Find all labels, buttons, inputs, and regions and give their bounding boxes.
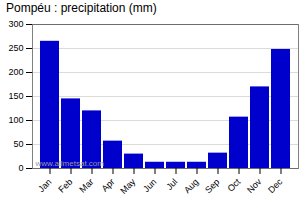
svg-text:www.allmetsat.com: www.allmetsat.com <box>35 159 105 168</box>
svg-text:Dec: Dec <box>266 176 285 195</box>
html-text:Pompéu : precipitation (mm): Pompéu : precipitation (mm) <box>6 1 157 15</box>
svg-text:Mar: Mar <box>77 177 95 195</box>
svg-text:100: 100 <box>8 115 23 125</box>
svg-text:200: 200 <box>8 67 23 77</box>
svg-text:Sep: Sep <box>203 177 221 195</box>
svg-text:150: 150 <box>8 91 23 101</box>
svg-text:Jul: Jul <box>164 177 179 192</box>
svg-text:May: May <box>118 176 137 195</box>
svg-text:Jun: Jun <box>141 177 158 194</box>
svg-text:0: 0 <box>18 163 23 173</box>
svg-text:Aug: Aug <box>182 177 200 195</box>
svg-text:Nov: Nov <box>245 176 264 195</box>
svg-text:Apr: Apr <box>99 177 116 194</box>
svg-text:Feb: Feb <box>56 177 74 195</box>
svg-text:250: 250 <box>8 43 23 53</box>
svg-text:Oct: Oct <box>225 176 242 193</box>
svg-text:Jan: Jan <box>36 177 53 194</box>
svg-text:300: 300 <box>8 19 23 29</box>
svg-text:50: 50 <box>13 139 23 149</box>
